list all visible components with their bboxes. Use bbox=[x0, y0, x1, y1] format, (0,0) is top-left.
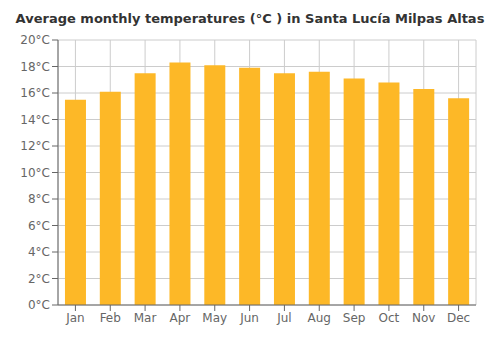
svg-text:Apr: Apr bbox=[170, 311, 191, 325]
svg-text:14°C: 14°C bbox=[20, 113, 50, 127]
svg-text:May: May bbox=[202, 311, 227, 325]
svg-text:0°C: 0°C bbox=[28, 298, 50, 312]
svg-text:2°C: 2°C bbox=[28, 272, 50, 286]
svg-text:20°C: 20°C bbox=[20, 33, 50, 47]
svg-text:6°C: 6°C bbox=[28, 219, 50, 233]
svg-text:4°C: 4°C bbox=[28, 245, 50, 259]
svg-text:Feb: Feb bbox=[100, 311, 121, 325]
svg-text:Dec: Dec bbox=[447, 311, 470, 325]
svg-text:Mar: Mar bbox=[134, 311, 157, 325]
svg-text:Aug: Aug bbox=[308, 311, 331, 325]
svg-text:Sep: Sep bbox=[343, 311, 366, 325]
svg-text:16°C: 16°C bbox=[20, 86, 50, 100]
svg-text:Nov: Nov bbox=[412, 311, 435, 325]
svg-text:Jun: Jun bbox=[239, 311, 259, 325]
svg-text:10°C: 10°C bbox=[20, 166, 50, 180]
svg-text:Oct: Oct bbox=[379, 311, 400, 325]
html-text:Average monthly temperatures (: Average monthly temperatures (°C ) in Sa… bbox=[15, 11, 485, 26]
svg-text:12°C: 12°C bbox=[20, 139, 50, 153]
svg-text:Jul: Jul bbox=[276, 311, 291, 325]
svg-text:8°C: 8°C bbox=[28, 192, 50, 206]
svg-text:Jan: Jan bbox=[65, 311, 85, 325]
svg-text:18°C: 18°C bbox=[20, 60, 50, 74]
